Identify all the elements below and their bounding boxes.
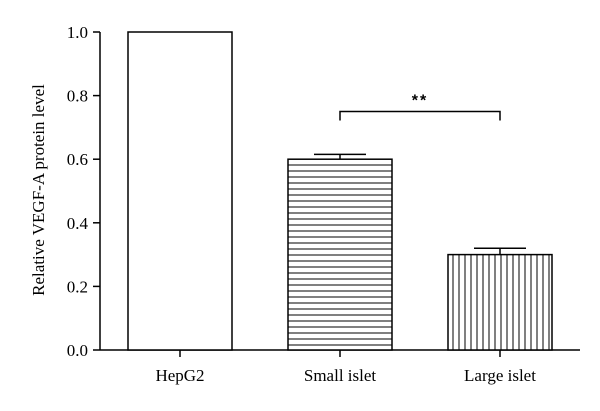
- y-tick-label: 0.8: [67, 87, 88, 106]
- y-tick-label: 1.0: [67, 23, 88, 42]
- y-tick-label: 0.0: [67, 341, 88, 360]
- y-axis-title: Relative VEGF-A protein level: [29, 84, 48, 296]
- y-tick-label: 0.6: [67, 150, 88, 169]
- bar-large-islet: [447, 253, 553, 351]
- bar-hepg2: [127, 31, 233, 351]
- y-axis: 0.0 0.2 0.4 0.6 0.8 1.0: [67, 23, 101, 360]
- x-axis: HepG2 Small islet Large islet: [100, 349, 580, 385]
- y-tick-label: 0.4: [67, 214, 89, 233]
- y-tick-label: 0.2: [67, 277, 88, 296]
- significance-bracket: [339, 110, 501, 121]
- x-tick-label: Small islet: [304, 366, 377, 385]
- significance-label: **: [412, 93, 428, 110]
- x-tick-label: HepG2: [155, 366, 204, 385]
- bar-small-islet: [287, 158, 393, 351]
- x-tick-label: Large islet: [464, 366, 536, 385]
